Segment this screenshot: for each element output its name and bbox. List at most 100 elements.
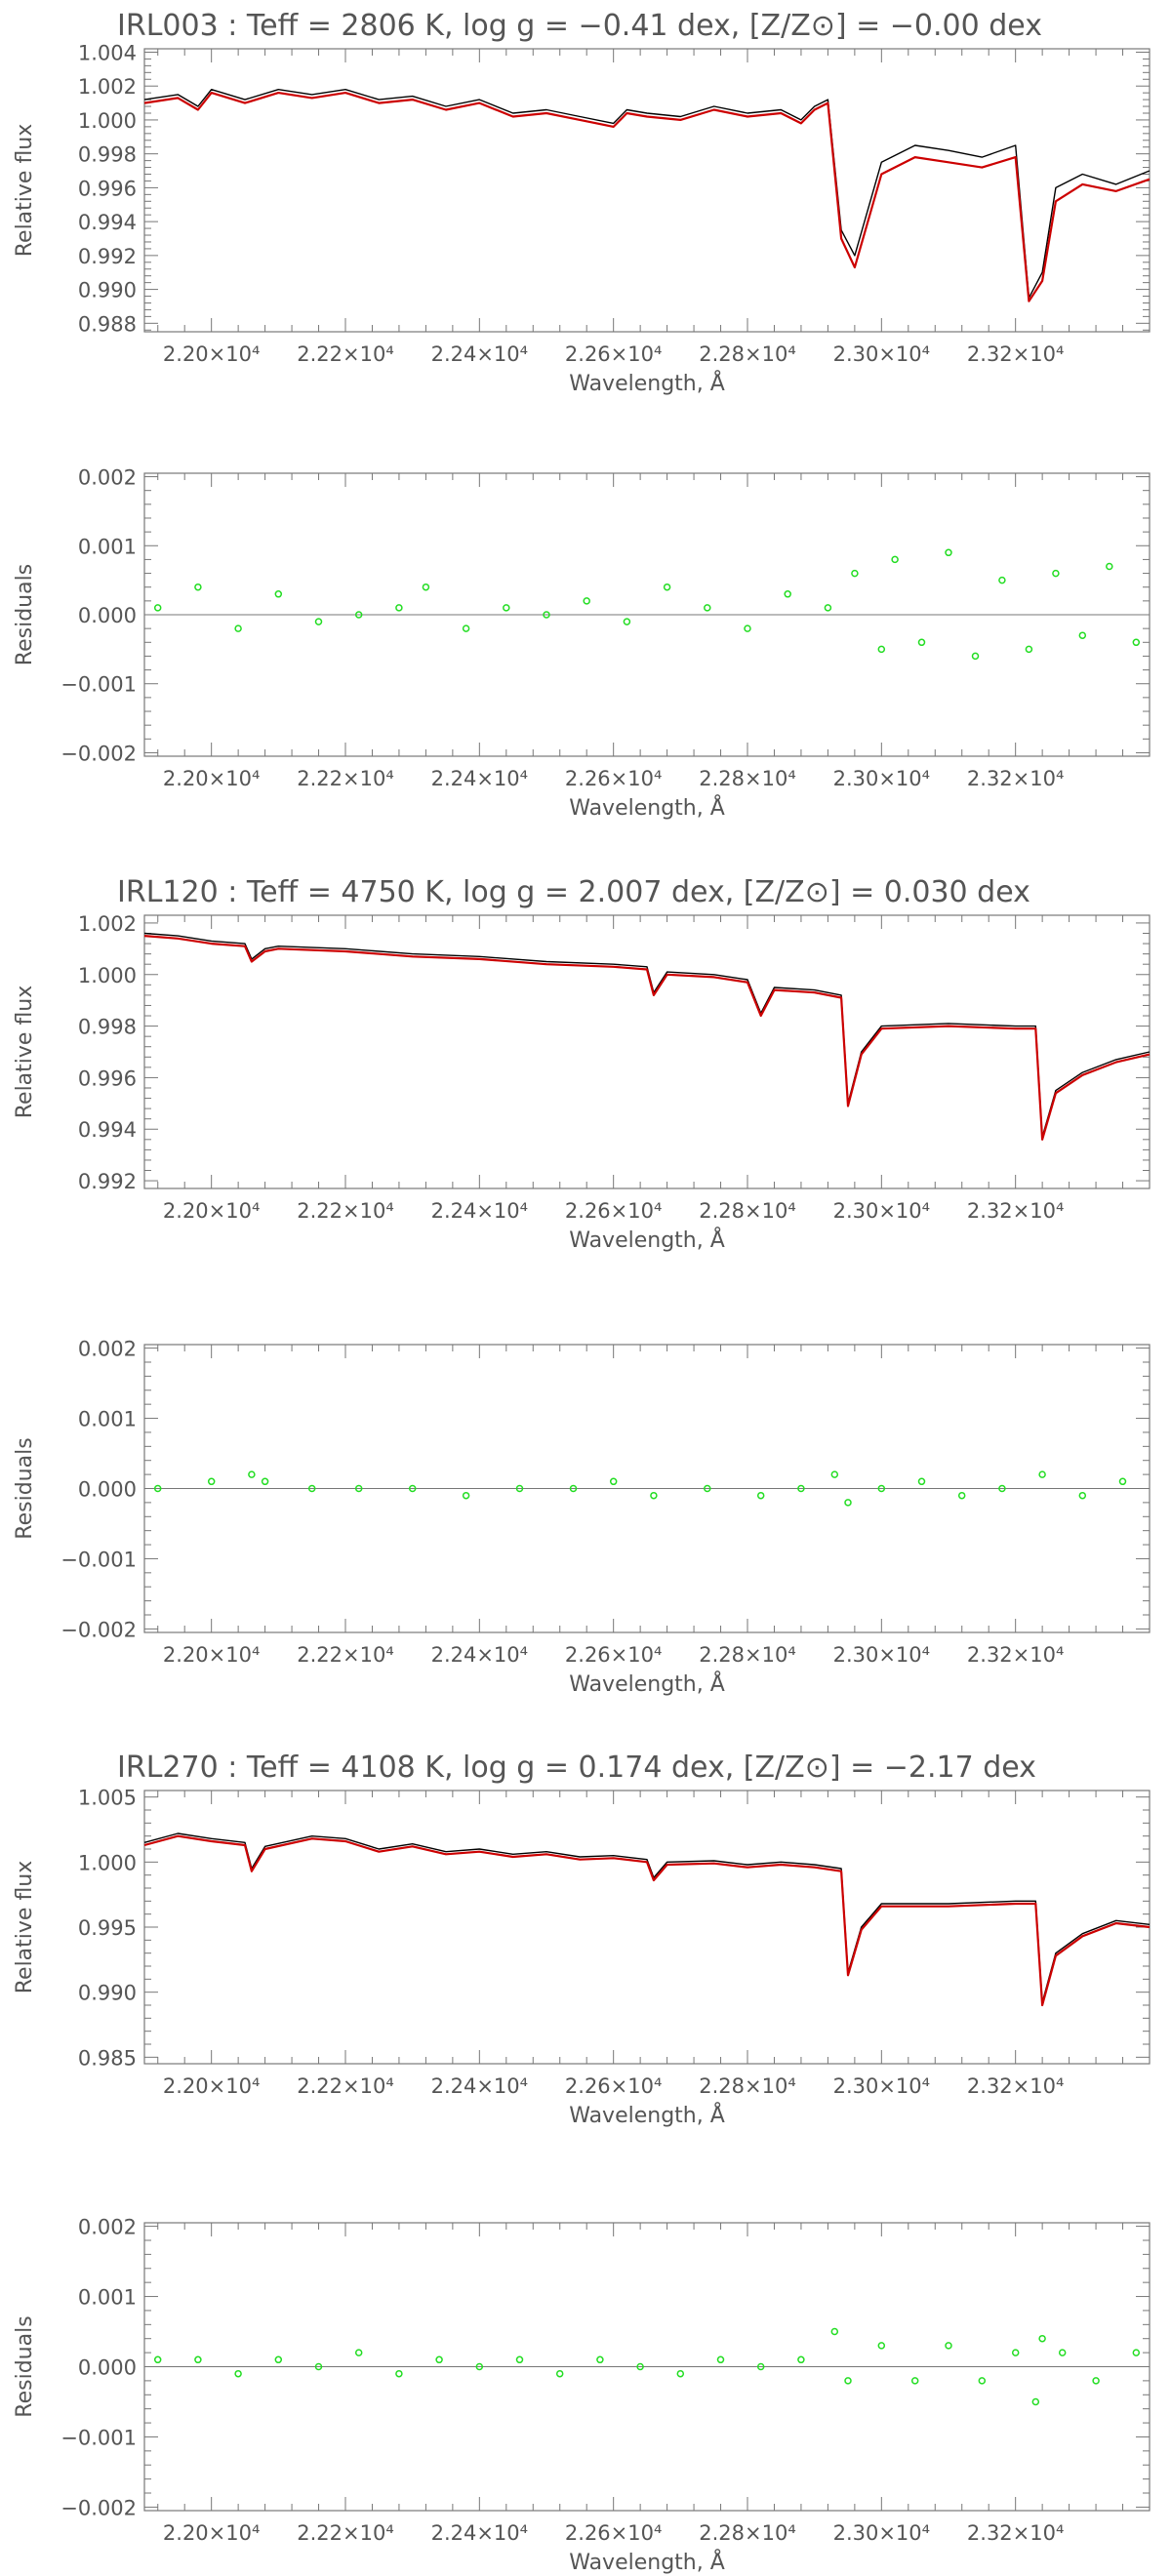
residual-point	[1011, 2349, 1020, 2356]
y-tick-label: 1.000	[78, 1851, 137, 1874]
y-tick-label: −0.001	[61, 673, 137, 697]
series-line-1	[143, 932, 1151, 1138]
residual-point	[583, 597, 590, 605]
y-axis-label: Relative flux	[13, 986, 37, 1119]
residual-point	[1058, 2349, 1067, 2356]
series-line-2	[143, 92, 1151, 302]
y-tick-label: 0.001	[78, 535, 137, 558]
x-tick-label: 2.26×10⁴	[565, 1199, 663, 1223]
residual-point	[650, 1491, 658, 1500]
chart-title: IRL003 : Teff = 2806 K, log g = −0.41 de…	[117, 9, 1042, 43]
x-tick-label: 2.28×10⁴	[699, 2074, 796, 2098]
residual-point	[543, 611, 550, 619]
x-tick-label: 2.20×10⁴	[163, 767, 261, 790]
y-tick-label: 1.004	[78, 41, 137, 64]
residual-point	[307, 1484, 316, 1493]
x-tick-label: 2.24×10⁴	[431, 342, 529, 366]
x-tick-label: 2.32×10⁴	[967, 1199, 1065, 1223]
x-axis-label: Wavelength, Å	[569, 370, 725, 396]
y-tick-label: 0.992	[78, 1170, 137, 1193]
x-tick-label: 2.20×10⁴	[163, 1643, 261, 1667]
x-tick-label: 2.20×10⁴	[163, 1199, 261, 1223]
x-tick-label: 2.30×10⁴	[833, 2074, 931, 2098]
residual-point	[744, 624, 751, 632]
x-tick-label: 2.24×10⁴	[431, 1199, 529, 1223]
residual-point	[261, 1477, 269, 1486]
residual-point	[475, 2362, 484, 2371]
residual-point	[207, 1477, 216, 1486]
residual-point	[314, 618, 323, 625]
plot-frame	[143, 48, 1151, 333]
residual-point	[797, 1484, 805, 1493]
x-tick-label: 2.30×10⁴	[833, 1643, 931, 1667]
residual-point	[877, 645, 886, 654]
y-tick-label: −0.001	[61, 1548, 137, 1571]
x-tick-label: 2.28×10⁴	[699, 1643, 796, 1667]
residual-point	[830, 1470, 839, 1478]
residual-point	[515, 1484, 524, 1493]
y-axis-label: Residuals	[13, 1437, 37, 1539]
x-tick-label: 2.30×10⁴	[833, 1199, 931, 1223]
x-tick-label: 2.28×10⁴	[699, 342, 796, 366]
residual-point	[704, 604, 711, 612]
x-tick-label: 2.32×10⁴	[967, 2521, 1065, 2545]
residual-point	[830, 2327, 839, 2336]
x-tick-label: 2.20×10⁴	[163, 342, 261, 366]
chart-title: IRL120 : Teff = 4750 K, log g = 2.007 de…	[117, 875, 1030, 909]
y-tick-label: 1.000	[78, 964, 137, 987]
x-tick-label: 2.28×10⁴	[699, 1199, 796, 1223]
x-tick-label: 2.24×10⁴	[431, 1643, 529, 1667]
residual-point	[676, 2369, 685, 2378]
x-tick-label: 2.26×10⁴	[565, 2521, 663, 2545]
y-tick-label: 0.000	[78, 604, 137, 627]
residual-point	[784, 590, 791, 598]
residual-point	[716, 2355, 725, 2364]
chart-panel-5: 2.20×10⁴ 2.22×10⁴ 2.24×10⁴ 2.26×10⁴ 2.28×10⁴…	[13, 1751, 1151, 2128]
residual-point	[354, 1484, 363, 1493]
x-tick-label: 2.20×10⁴	[163, 2521, 261, 2545]
residual-point	[422, 583, 430, 591]
residual-point	[234, 624, 242, 632]
chart-panel-6: 2.20×10⁴ 2.22×10⁴ 2.24×10⁴ 2.26×10⁴ 2.28×10⁴…	[13, 2216, 1151, 2575]
residual-point	[555, 2369, 564, 2378]
residual-point	[623, 618, 631, 625]
residual-point	[877, 2342, 886, 2350]
series-line-1	[143, 1832, 1151, 2003]
y-tick-label: 0.000	[78, 2356, 137, 2380]
y-tick-label: 0.998	[78, 1016, 137, 1039]
y-tick-label: 1.002	[78, 75, 137, 99]
x-tick-label: 2.20×10⁴	[163, 2074, 261, 2098]
residual-point	[1025, 645, 1033, 654]
residual-point	[1052, 569, 1060, 578]
plot-frame	[143, 914, 1151, 1189]
x-axis-label: Wavelength, Å	[569, 1227, 725, 1253]
residual-point	[248, 1470, 256, 1478]
y-axis-label: Relative flux	[13, 1861, 37, 1994]
residual-point	[910, 2377, 919, 2385]
x-axis-label: Wavelength, Å	[569, 2102, 725, 2128]
residual-point	[1078, 1491, 1087, 1500]
residual-point	[851, 569, 859, 578]
y-tick-label: 0.002	[78, 1338, 137, 1361]
x-tick-label: 2.22×10⁴	[297, 1199, 394, 1223]
y-axis-label: Relative flux	[13, 124, 37, 258]
x-tick-label: 2.24×10⁴	[431, 2521, 529, 2545]
chart-panel-2: 2.20×10⁴ 2.22×10⁴ 2.24×10⁴ 2.26×10⁴ 2.28×10⁴…	[13, 466, 1151, 821]
residual-point	[877, 1484, 886, 1493]
y-tick-label: 0.995	[78, 1916, 137, 1940]
y-axis-label: Residuals	[13, 564, 37, 665]
residual-point	[596, 2355, 604, 2364]
residual-point	[1078, 631, 1087, 639]
x-tick-label: 2.28×10⁴	[699, 2521, 796, 2545]
x-tick-label: 2.32×10⁴	[967, 767, 1065, 790]
series-line-1	[143, 89, 1151, 299]
residual-point	[609, 1477, 618, 1486]
y-tick-label: −0.002	[61, 2496, 137, 2519]
x-axis-label: Wavelength, Å	[569, 1670, 725, 1697]
residual-point	[844, 2377, 852, 2385]
residual-point	[354, 611, 363, 619]
residual-point	[844, 1499, 852, 1507]
x-tick-label: 2.32×10⁴	[967, 2074, 1065, 2098]
x-tick-label: 2.22×10⁴	[297, 342, 394, 366]
